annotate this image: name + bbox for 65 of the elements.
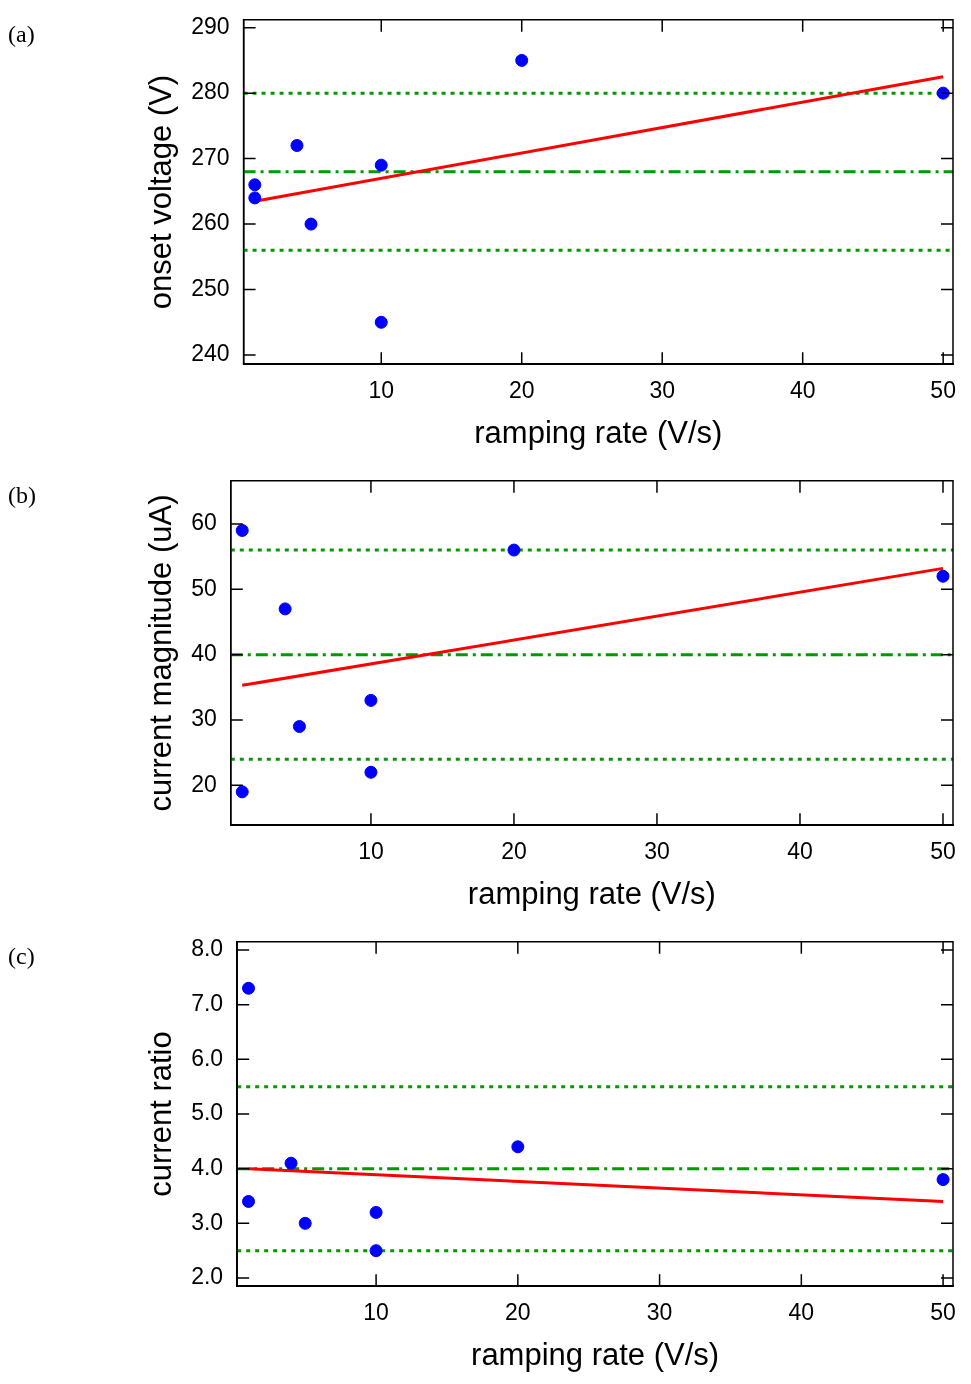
x-tick-label: 40 [787,838,813,865]
x-tick-label: 50 [930,838,956,865]
y-tick-label: 4.0 [191,1154,224,1181]
point [298,1216,312,1230]
x-tick-label: 40 [788,1299,815,1326]
x-axis-title: ramping rate (V/s) [467,875,716,911]
y-tick-label: 40 [191,639,217,666]
point [374,315,388,329]
x-tick-label: 40 [789,377,816,404]
point [248,178,262,192]
point [278,602,292,616]
x-axis-title: ramping rate (V/s) [474,414,723,450]
y-axis-title: current ratio [143,1031,179,1197]
y-tick-label: 250 [191,274,230,301]
x-tick-label: 50 [930,1299,956,1326]
point [936,569,950,583]
y-tick-label: 280 [191,78,230,105]
y-tick-label: 6.0 [191,1044,224,1071]
x-tick-label: 10 [368,377,395,404]
x-tick-label: 30 [649,377,675,404]
y-tick-label: 8.0 [191,935,224,962]
y-axis-title: current magnitude (uA) [143,494,179,812]
point [507,543,521,557]
y-axis-title: onset voltage (V) [143,74,179,310]
text: (c) [8,943,35,970]
point [936,1173,950,1187]
point [248,191,262,205]
y-tick-label: 20 [191,770,217,797]
point [235,523,249,537]
point [515,53,529,67]
y-tick-label: 5.0 [191,1099,224,1126]
y-tick-label: 270 [191,143,230,170]
y-tick-label: 260 [191,209,230,236]
point [242,1194,256,1208]
x-tick-label: 10 [363,1299,389,1326]
x-tick-label: 20 [508,377,535,404]
y-tick-label: 290 [191,13,230,39]
x-tick-label: 30 [646,1299,673,1326]
y-tick-label: 30 [191,705,217,732]
point [292,720,306,734]
point [235,785,249,799]
point [511,1140,525,1154]
y-tick-label: 3.0 [191,1208,224,1235]
x-tick-label: 30 [644,838,670,865]
text: (a) [8,21,35,48]
x-tick-label: 10 [358,838,384,865]
point [374,158,388,172]
x-tick-label: 50 [930,377,956,404]
y-tick-label: 7.0 [191,990,224,1017]
x-tick-label: 20 [505,1299,531,1326]
point [369,1244,383,1258]
y-tick-label: 240 [191,340,230,367]
point [242,981,256,995]
y-tick-label: 60 [191,509,217,536]
point [290,139,304,153]
point [369,1205,383,1219]
text: (b) [8,482,36,509]
point [304,217,318,231]
point [284,1156,298,1170]
point [364,693,378,707]
x-tick-label: 20 [501,838,527,865]
y-tick-label: 2.0 [191,1263,224,1290]
point [364,765,378,779]
x-axis-title: ramping rate (V/s) [471,1336,720,1372]
y-tick-label: 50 [191,574,217,601]
